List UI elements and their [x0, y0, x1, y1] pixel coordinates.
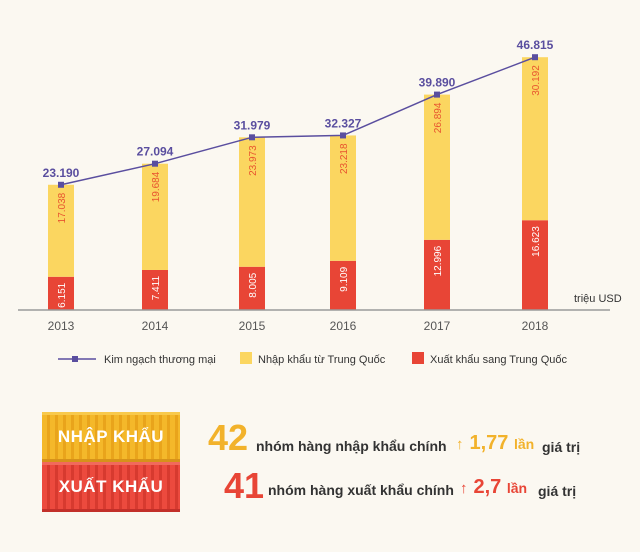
tick-label-2014: 2014 [142, 319, 169, 333]
line-point-2018 [532, 54, 538, 61]
label-import-2014: 19.684 [151, 171, 162, 202]
tick-label-2018: 2018 [522, 319, 549, 333]
unit-label: triệu USD [574, 293, 622, 305]
line-label-2018: 46.815 [517, 38, 554, 52]
tick-label-2013: 2013 [48, 319, 75, 333]
legend-label-import: Nhập khẩu từ Trung Quốc [258, 354, 386, 366]
export-container-badge: XUẤT KHẨU [42, 462, 180, 512]
import-text: nhóm hàng nhập khẩu chính [256, 438, 447, 454]
line-point-2017 [434, 91, 440, 98]
tick-label-2015: 2015 [239, 319, 266, 333]
line-point-2014 [152, 160, 158, 167]
bar-import-2018 [522, 57, 548, 221]
tick-label-2017: 2017 [424, 319, 451, 333]
line-group: 23.190 27.094 31.979 32.327 39.890 46.815 [43, 38, 554, 188]
trade-chart: 6.151 17.038 7.411 19.684 8.005 23.973 9.109 23… [18, 38, 622, 366]
bar-export-2017 [424, 239, 450, 310]
arrow-up-icon: ↑ [460, 480, 468, 497]
bar-export-2014 [142, 269, 168, 310]
line-label-2013: 23.190 [43, 166, 80, 180]
bar-import-2016 [330, 135, 356, 261]
bar-import-2014 [142, 163, 168, 270]
bar-group: 6.151 17.038 7.411 19.684 8.005 23.973 9.109 23… [48, 57, 548, 310]
tick-label-2016: 2016 [330, 319, 357, 333]
legend-item-export: Xuất khẩu sang Trung Quốc [412, 352, 567, 366]
bar-import-2017 [424, 94, 450, 240]
arrow-up-icon: ↑ [456, 436, 464, 453]
import-count: 42 [208, 417, 249, 458]
import-ratio-unit: lần [514, 436, 535, 452]
label-import-2018: 30.192 [531, 65, 542, 96]
bar-export-2013 [48, 276, 74, 310]
import-ratio: 1,77 [469, 432, 509, 454]
line-label-2017: 39.890 [419, 76, 456, 90]
export-ratio: 2,7 [473, 476, 502, 498]
line-point-2016 [340, 132, 346, 139]
legend-item-import: Nhập khẩu từ Trung Quốc [240, 352, 386, 366]
export-ratio-unit: lần [506, 480, 528, 496]
label-export-2017: 12.996 [433, 245, 444, 276]
export-count: 41 [224, 465, 265, 506]
bar-export-2018 [522, 220, 548, 310]
bar-export-2015 [239, 266, 265, 310]
label-export-2013: 6.151 [57, 282, 68, 307]
legend-item-line: Kim ngạch thương mại [58, 354, 216, 366]
label-import-2017: 26.894 [433, 102, 444, 133]
export-badge-label: XUẤT KHẨU [58, 477, 164, 496]
line-point-2015 [249, 134, 255, 141]
line-label-2015: 31.979 [234, 118, 271, 132]
label-export-2014: 7.411 [151, 276, 162, 301]
legend: Kim ngạch thương mại Nhập khẩu từ Trung … [58, 352, 567, 366]
legend-label-line: Kim ngạch thương mại [104, 354, 216, 366]
trade-line [60, 56, 536, 186]
line-point-2013 [58, 181, 64, 188]
legend-swatch-export [412, 352, 424, 364]
export-ratio-block: ↑ 2,7 lần [460, 476, 527, 499]
label-export-2016: 9.109 [339, 266, 350, 291]
summary-section: NHẬP KHẨU 42 nhóm hàng nhập khẩu chính ↑… [0, 400, 640, 552]
label-import-2013: 17.038 [57, 192, 68, 223]
export-tail: giá trị [538, 483, 577, 499]
legend-label-export: Xuất khẩu sang Trung Quốc [430, 354, 567, 366]
label-export-2018: 16.623 [531, 226, 542, 257]
line-label-2016: 32.327 [325, 116, 362, 130]
label-import-2015: 23.973 [248, 145, 259, 176]
line-label-2014: 27.094 [137, 145, 174, 159]
export-text: nhóm hàng xuất khẩu chính [268, 482, 454, 498]
bar-export-2016 [330, 260, 356, 310]
bar-import-2015 [239, 137, 265, 267]
x-axis: 2013 2014 2015 2016 2017 2018 [18, 309, 610, 333]
import-ratio-block: ↑ 1,77 lần [456, 432, 534, 455]
import-badge-label: NHẬP KHẨU [57, 427, 165, 446]
bar-import-2013 [48, 184, 74, 277]
label-export-2015: 8.005 [248, 272, 259, 297]
import-container-badge: NHẬP KHẨU [42, 412, 180, 462]
import-tail: giá trị [542, 439, 581, 455]
label-import-2016: 23.218 [339, 143, 350, 174]
legend-swatch-import [240, 352, 252, 364]
